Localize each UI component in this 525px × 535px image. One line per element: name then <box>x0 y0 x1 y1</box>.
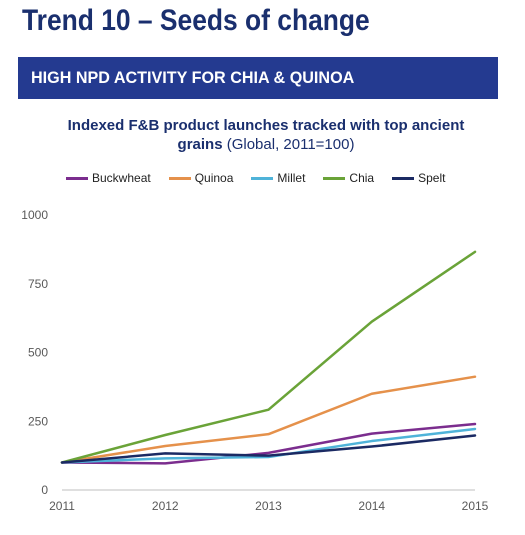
y-tick-label: 250 <box>28 414 48 428</box>
series-line-buckwheat <box>60 422 477 465</box>
series-line-spelt <box>60 434 477 464</box>
legend-swatch <box>251 176 274 180</box>
legend-swatch <box>168 176 191 180</box>
x-tick-label: 2012 <box>152 499 179 513</box>
legend-label: Quinoa <box>194 171 234 185</box>
y-tick-label: 0 <box>41 483 48 497</box>
legend-item-quinoa: Quinoa <box>168 171 234 185</box>
legend-item-chia: Chia <box>323 171 374 185</box>
legend-swatch <box>66 176 88 180</box>
legend-label: Millet <box>277 171 306 185</box>
chart-title: Indexed F&B product launches tracked wit… <box>56 116 476 154</box>
x-tick-label: 2013 <box>255 499 282 513</box>
chart-subtitle: (Global, 2011=100) <box>226 136 355 153</box>
y-tick-label: 1000 <box>21 208 48 222</box>
y-tick-label: 500 <box>28 346 48 360</box>
series-line-millet <box>60 427 477 464</box>
banner-text: HIGH NPD ACTIVITY FOR CHIA & QUINOA <box>31 68 355 87</box>
x-tick-label: 2011 <box>49 499 75 513</box>
legend-label: Spelt <box>418 171 446 185</box>
legend-label: Chia <box>349 171 375 185</box>
section-banner: HIGH NPD ACTIVITY FOR CHIA & QUINOA <box>18 57 498 99</box>
x-tick-label: 2014 <box>358 499 385 513</box>
legend-item-millet: Millet <box>251 171 305 185</box>
legend-label: Buckwheat <box>92 171 151 185</box>
chart-title-main: Indexed F&B product launches tracked wit… <box>67 117 465 153</box>
series-line-quinoa <box>60 375 477 464</box>
y-tick-label: 750 <box>28 277 48 291</box>
series-line-chia <box>60 250 477 464</box>
chart-legend: Buckwheat Quinoa Millet Chia Spelt <box>66 170 463 186</box>
legend-item-buckwheat: Buckwheat <box>66 171 151 185</box>
slide-title: Trend 10 – Seeds of change <box>22 4 370 37</box>
x-tick-label: 2015 <box>462 499 489 513</box>
legend-swatch <box>392 176 415 180</box>
legend-swatch <box>323 176 346 180</box>
legend-item-spelt: Spelt <box>392 171 445 185</box>
